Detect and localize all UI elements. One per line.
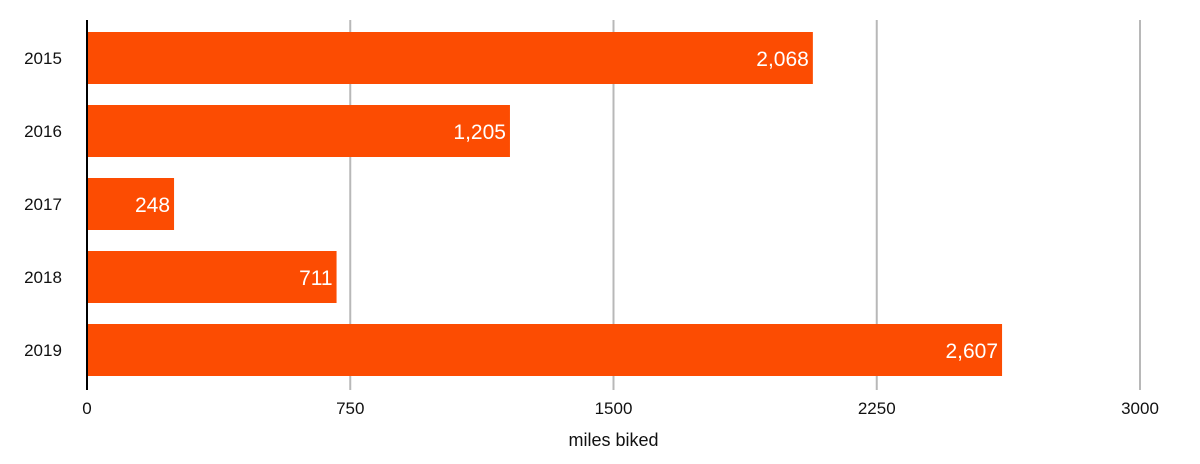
bar — [87, 324, 1003, 376]
x-tick-label: 750 — [336, 399, 364, 418]
bar — [87, 178, 175, 230]
bar-value-label: 248 — [135, 194, 170, 217]
x-tick-label: 1500 — [595, 399, 633, 418]
x-axis-title: miles biked — [568, 430, 658, 450]
bar-layer — [87, 32, 1003, 376]
label-layer: 0 750 1500 2250 3000 2015 2,068 2016 1,205 2017 24… — [24, 48, 1159, 418]
bar — [87, 105, 510, 157]
y-category-label: 2018 — [24, 268, 62, 287]
y-category-label: 2015 — [24, 49, 62, 68]
bar — [87, 251, 337, 303]
y-category-label: 2017 — [24, 195, 62, 214]
x-tick-label: 2250 — [858, 399, 896, 418]
x-tick-label: 3000 — [1121, 399, 1159, 418]
y-category-label: 2019 — [24, 341, 62, 360]
bar-value-label: 2,068 — [756, 48, 809, 71]
bar-value-label: 2,607 — [945, 340, 998, 363]
bar-value-label: 711 — [299, 267, 332, 290]
x-tick-label: 0 — [82, 399, 91, 418]
y-category-label: 2016 — [24, 122, 62, 141]
bar-value-label: 1,205 — [453, 121, 506, 144]
bar — [87, 32, 813, 84]
